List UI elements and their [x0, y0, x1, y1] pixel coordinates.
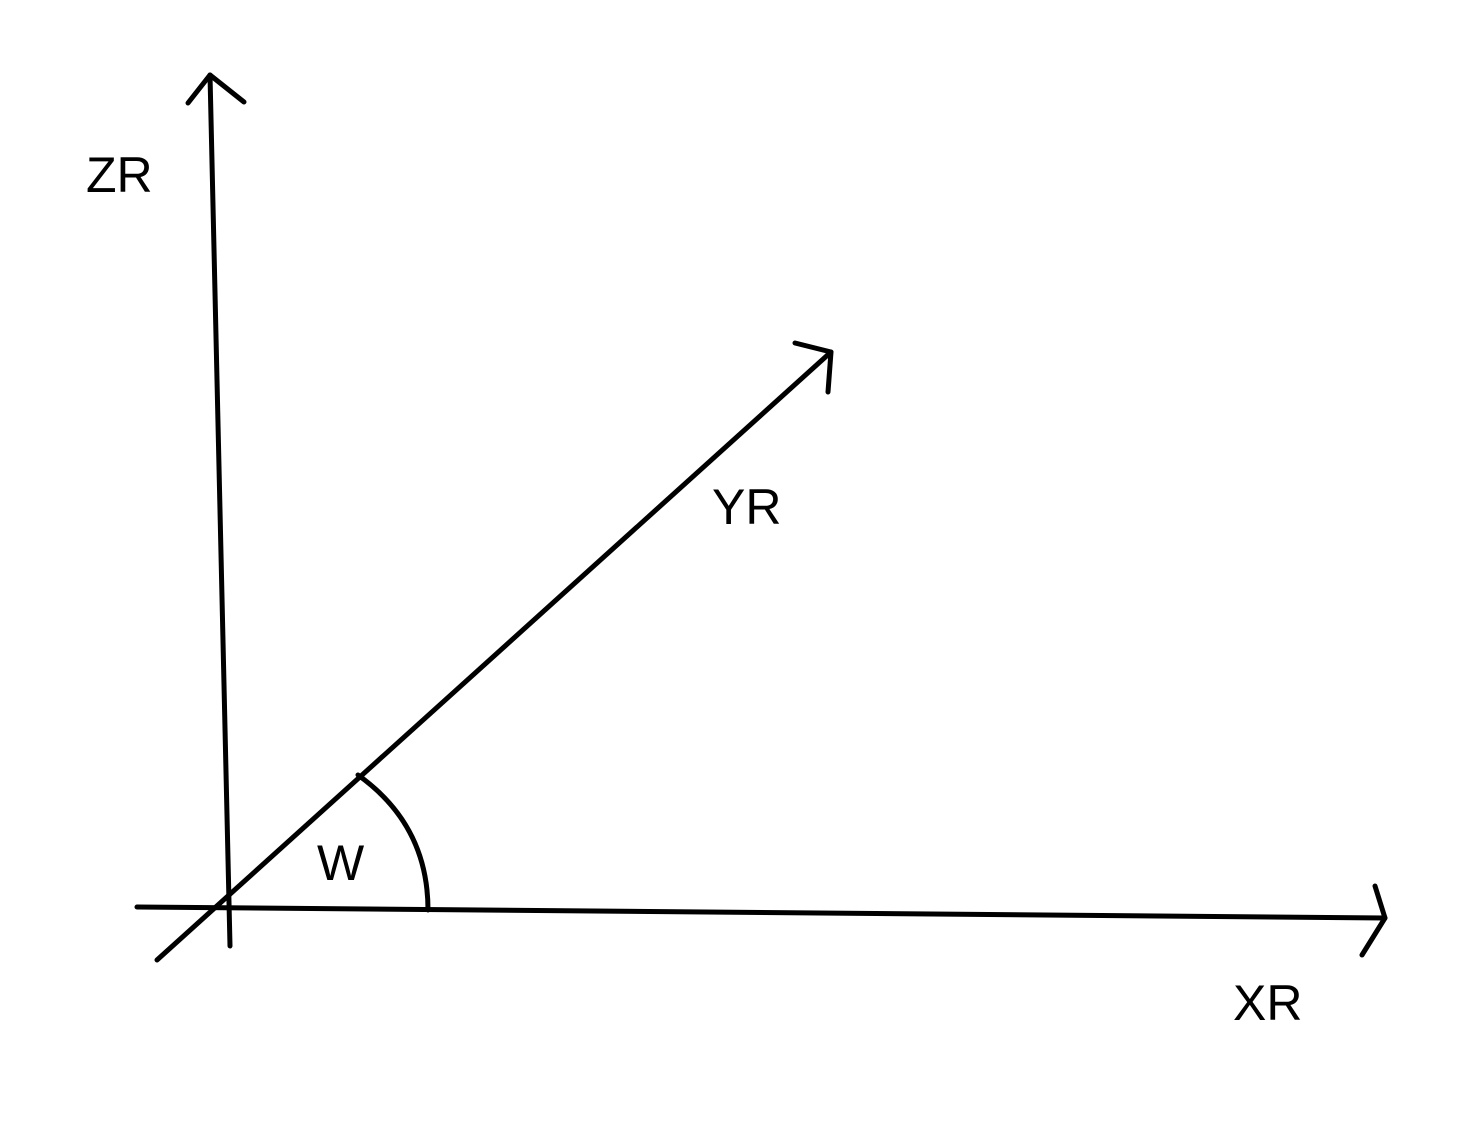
y-axis-arrowhead [792, 340, 834, 395]
z-axis-line [207, 72, 233, 949]
z-axis-label: ZR [86, 147, 153, 203]
x-axis-arrowhead [1359, 883, 1388, 958]
x-axis-label: XR [1233, 975, 1302, 1031]
x-axis-line [134, 904, 1388, 921]
y-axis-label: YR [712, 479, 781, 535]
y-axis-line [154, 349, 834, 963]
z-axis-arrowhead [185, 72, 247, 106]
angle-w-arc [355, 772, 431, 913]
angle-w-label: W [317, 835, 365, 891]
